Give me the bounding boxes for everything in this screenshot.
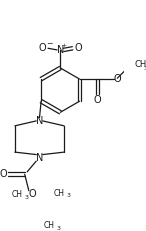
Text: 3: 3 — [56, 226, 60, 231]
Text: N: N — [57, 45, 64, 55]
Text: O: O — [113, 74, 121, 84]
Text: N: N — [36, 116, 43, 126]
Text: N: N — [36, 153, 43, 163]
Text: 3: 3 — [24, 195, 28, 200]
Text: CH: CH — [44, 222, 55, 231]
Text: CH: CH — [12, 190, 23, 199]
Text: O: O — [0, 169, 7, 179]
Text: +: + — [62, 43, 67, 48]
Text: O: O — [94, 94, 101, 105]
Text: O: O — [28, 189, 36, 199]
Text: O: O — [38, 43, 46, 53]
Text: 3: 3 — [66, 193, 70, 198]
Text: CH: CH — [134, 60, 146, 69]
Text: 3: 3 — [144, 66, 146, 71]
Text: −: − — [46, 39, 53, 48]
Text: O: O — [75, 43, 82, 53]
Text: CH: CH — [54, 189, 65, 198]
